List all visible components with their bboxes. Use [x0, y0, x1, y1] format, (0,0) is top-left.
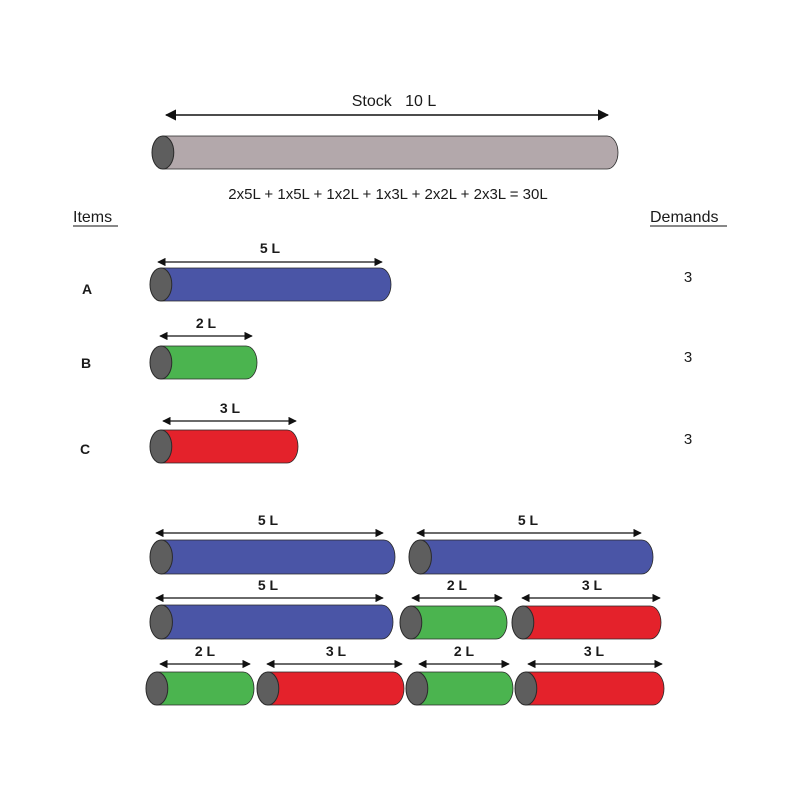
pattern-r2b-rod: [399, 605, 508, 640]
items-header: Items: [73, 209, 118, 227]
pattern-row-1: 5 L 5 L: [149, 512, 654, 575]
pattern-row-3: 2 L 3 L 2 L 3 L: [145, 643, 665, 706]
rod-end-cap: [149, 267, 173, 302]
rod-body: [525, 671, 665, 706]
item-a-label: A: [82, 281, 92, 297]
rod-end-cap: [149, 429, 173, 464]
pattern-r1b-rod: [408, 539, 654, 575]
item-c-rod: [149, 429, 299, 464]
rod-end-cap: [408, 539, 432, 575]
pattern-r3a-rod: [145, 671, 255, 706]
pattern-r3b-label: 3 L: [326, 643, 347, 659]
rod-body: [156, 671, 255, 706]
rod-end-cap: [149, 539, 173, 575]
rod-end-cap: [514, 671, 538, 706]
rod-body: [416, 671, 514, 706]
rod-body: [160, 429, 299, 464]
pattern-r3a-label: 2 L: [195, 643, 216, 659]
stock-label: Stock 10 L: [352, 93, 437, 110]
pattern-r3c-label: 2 L: [454, 643, 475, 659]
pattern-r3c-rod: [405, 671, 514, 706]
pattern-r2a-rod: [149, 604, 394, 640]
pattern-r1a-label: 5 L: [258, 512, 279, 528]
item-c-length-label: 3 L: [220, 400, 241, 416]
item-row-a: A 5 L 3: [82, 240, 692, 302]
pattern-r3b-rod: [256, 671, 405, 706]
pattern-r2b-label: 2 L: [447, 577, 468, 593]
rod-body: [160, 267, 392, 302]
rod-end-cap: [149, 604, 173, 640]
pattern-r2c-rod: [511, 605, 662, 640]
pattern-row-2: 5 L 2 L 3 L: [149, 577, 662, 640]
rod-body: [419, 539, 654, 575]
pattern-r1b-label: 5 L: [518, 512, 539, 528]
rod-end-cap: [256, 671, 280, 706]
demands-header-label: Demands: [650, 209, 718, 226]
pattern-r2a-label: 5 L: [258, 577, 279, 593]
pattern-r1a-rod: [149, 539, 396, 575]
item-b-demand: 3: [684, 349, 692, 366]
rod-end-cap: [405, 671, 429, 706]
item-a-rod: [149, 267, 392, 302]
rod-body: [160, 604, 394, 640]
rod-end-cap: [511, 605, 535, 640]
formula-text: 2x5L + 1x5L + 1x2L + 1x3L + 2x2L + 2x3L …: [228, 186, 547, 203]
rod-body: [267, 671, 405, 706]
pattern-r2c-label: 3 L: [582, 577, 603, 593]
item-a-length-label: 5 L: [260, 240, 281, 256]
item-a-demand: 3: [684, 269, 692, 286]
stock-group: Stock 10 L 2x5L + 1x5L + 1x2L + 1x3L + 2…: [151, 93, 619, 203]
item-row-c: C 3 L 3: [80, 400, 692, 464]
stock-rod: [151, 135, 619, 170]
rod-body: [522, 605, 662, 640]
rod-body: [410, 605, 508, 640]
pattern-r3d-rod: [514, 671, 665, 706]
rod-body: [160, 345, 258, 380]
rod-body: [160, 539, 396, 575]
rod-end-cap: [151, 135, 175, 170]
rod-end-cap: [149, 345, 173, 380]
item-b-length-label: 2 L: [196, 315, 217, 331]
pattern-r3d-label: 3 L: [584, 643, 605, 659]
rod-end-cap: [399, 605, 423, 640]
rod-end-cap: [145, 671, 169, 706]
items-header-label: Items: [73, 209, 112, 226]
item-row-b: B 2 L 3: [81, 315, 692, 380]
item-c-demand: 3: [684, 431, 692, 448]
demands-header: Demands: [650, 209, 727, 227]
item-c-label: C: [80, 441, 90, 457]
item-b-label: B: [81, 355, 91, 371]
item-b-rod: [149, 345, 258, 380]
rod-body: [162, 135, 619, 170]
